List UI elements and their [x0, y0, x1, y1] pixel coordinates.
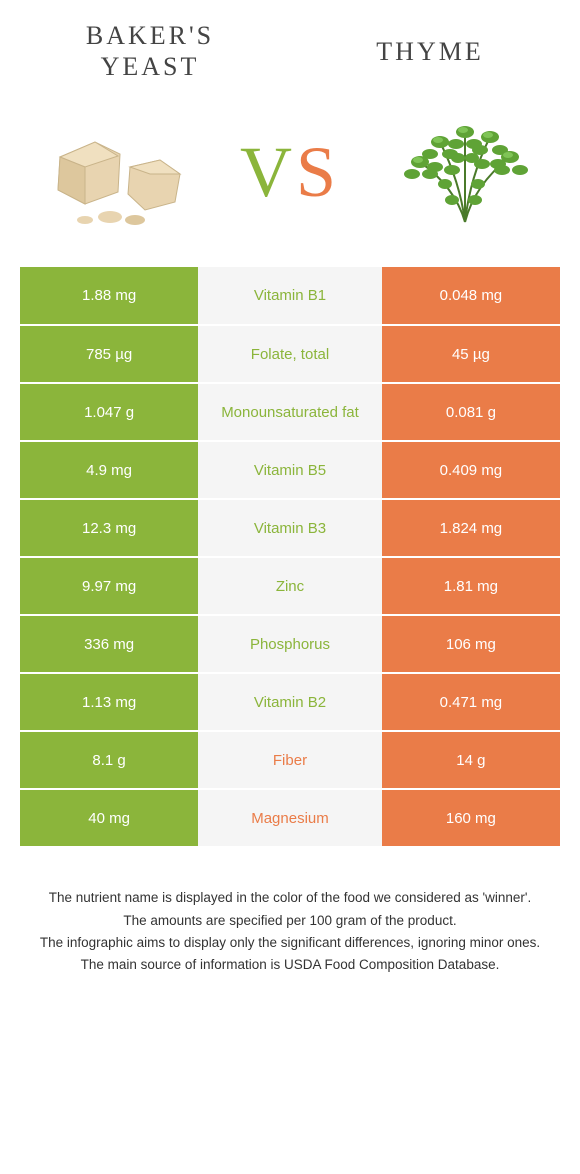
table-row: 12.3 mgVitamin B31.824 mg: [20, 499, 560, 557]
table-row: 4.9 mgVitamin B50.409 mg: [20, 441, 560, 499]
nutrient-label-cell: Folate, total: [198, 325, 382, 383]
left-value-cell: 8.1 g: [20, 731, 198, 789]
table-row: 336 mgPhosphorus106 mg: [20, 615, 560, 673]
nutrient-label-cell: Vitamin B1: [198, 267, 382, 325]
table-row: 8.1 gFiber14 g: [20, 731, 560, 789]
footnote-line: The amounts are specified per 100 gram o…: [30, 911, 550, 931]
nutrient-label-cell: Vitamin B5: [198, 441, 382, 499]
comparison-table: 1.88 mgVitamin B10.048 mg785 µgFolate, t…: [20, 267, 560, 848]
nutrient-label-cell: Phosphorus: [198, 615, 382, 673]
left-value-cell: 4.9 mg: [20, 441, 198, 499]
left-value-cell: 1.047 g: [20, 383, 198, 441]
left-value-cell: 1.13 mg: [20, 673, 198, 731]
right-value-cell: 0.048 mg: [382, 267, 560, 325]
nutrient-label-cell: Magnesium: [198, 789, 382, 847]
nutrient-label-cell: Vitamin B3: [198, 499, 382, 557]
left-value-cell: 1.88 mg: [20, 267, 198, 325]
right-value-cell: 1.81 mg: [382, 557, 560, 615]
right-value-cell: 0.081 g: [382, 383, 560, 441]
left-value-cell: 12.3 mg: [20, 499, 198, 557]
right-food-image: [380, 107, 550, 237]
right-value-cell: 45 µg: [382, 325, 560, 383]
table-row: 9.97 mgZinc1.81 mg: [20, 557, 560, 615]
right-value-cell: 106 mg: [382, 615, 560, 673]
nutrient-label-cell: Fiber: [198, 731, 382, 789]
right-value-cell: 160 mg: [382, 789, 560, 847]
left-value-cell: 9.97 mg: [20, 557, 198, 615]
nutrient-label-cell: Zinc: [198, 557, 382, 615]
table-row: 785 µgFolate, total45 µg: [20, 325, 560, 383]
footnote-line: The nutrient name is displayed in the co…: [30, 888, 550, 908]
right-value-cell: 14 g: [382, 731, 560, 789]
left-food-title: BAKER'S YEAST: [50, 20, 250, 82]
vs-s: S: [296, 132, 340, 212]
table-row: 1.13 mgVitamin B20.471 mg: [20, 673, 560, 731]
right-value-cell: 1.824 mg: [382, 499, 560, 557]
vs-label: VS: [240, 131, 340, 214]
nutrient-label-cell: Vitamin B2: [198, 673, 382, 731]
footnote-line: The infographic aims to display only the…: [30, 933, 550, 953]
table-row: 40 mgMagnesium160 mg: [20, 789, 560, 847]
footnotes: The nutrient name is displayed in the co…: [20, 848, 560, 975]
table-row: 1.047 gMonounsaturated fat0.081 g: [20, 383, 560, 441]
images-row: VS: [20, 92, 560, 267]
header: BAKER'S YEAST THYME: [20, 0, 560, 92]
right-value-cell: 0.409 mg: [382, 441, 560, 499]
vs-v: V: [240, 132, 296, 212]
nutrient-label-cell: Monounsaturated fat: [198, 383, 382, 441]
left-value-cell: 40 mg: [20, 789, 198, 847]
left-value-cell: 785 µg: [20, 325, 198, 383]
right-value-cell: 0.471 mg: [382, 673, 560, 731]
left-food-image: [30, 107, 200, 237]
left-value-cell: 336 mg: [20, 615, 198, 673]
table-row: 1.88 mgVitamin B10.048 mg: [20, 267, 560, 325]
right-food-title: THYME: [330, 36, 530, 67]
footnote-line: The main source of information is USDA F…: [30, 955, 550, 975]
